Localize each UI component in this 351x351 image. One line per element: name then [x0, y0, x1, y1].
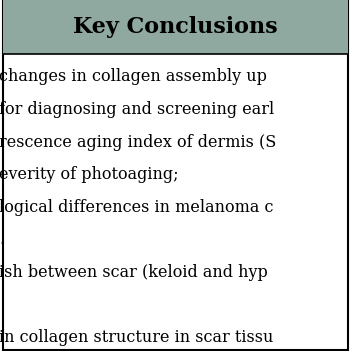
- FancyBboxPatch shape: [3, 0, 349, 54]
- Text: changes in collagen assembly up: changes in collagen assembly up: [0, 68, 267, 85]
- Text: Key Conclusions: Key Conclusions: [73, 16, 278, 38]
- Text: everity of photoaging;: everity of photoaging;: [0, 166, 179, 183]
- Text: .: .: [0, 231, 4, 248]
- Text: for diagnosing and screening earl: for diagnosing and screening earl: [0, 101, 274, 118]
- Text: rescence aging index of dermis (S: rescence aging index of dermis (S: [0, 133, 277, 151]
- Text: in collagen structure in scar tissu: in collagen structure in scar tissu: [0, 329, 274, 346]
- Text: logical differences in melanoma c: logical differences in melanoma c: [0, 199, 274, 216]
- FancyBboxPatch shape: [3, 0, 349, 351]
- Text: ish between scar (keloid and hyp: ish between scar (keloid and hyp: [0, 264, 268, 281]
